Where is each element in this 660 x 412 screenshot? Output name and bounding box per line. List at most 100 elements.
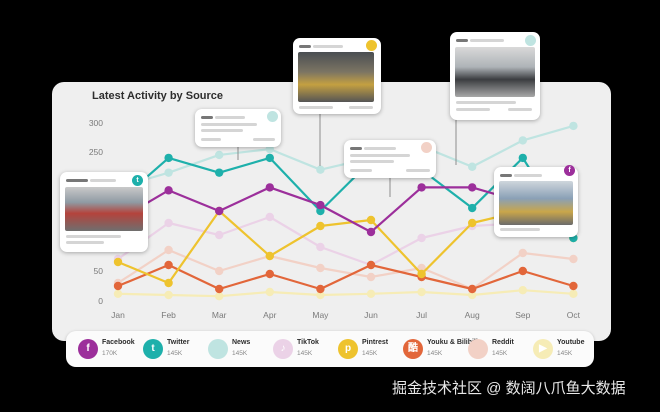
facebook-icon: f (564, 165, 575, 176)
series-youku-bilibili (113, 260, 578, 294)
data-point[interactable] (215, 292, 224, 301)
legend-count: 145K (492, 350, 508, 357)
data-point[interactable] (164, 153, 173, 163)
data-point[interactable] (417, 183, 426, 192)
data-point[interactable] (265, 144, 274, 154)
data-point[interactable] (468, 203, 477, 213)
y-tick-label: 50 (94, 266, 104, 276)
tooltip-card-apr[interactable] (195, 109, 281, 147)
data-point[interactable] (215, 150, 224, 160)
series-line (117, 263, 574, 291)
factory-photo (65, 187, 143, 231)
data-point[interactable] (518, 266, 527, 276)
tooltip-card-may[interactable] (293, 38, 381, 114)
data-point[interactable] (113, 257, 123, 267)
data-point[interactable] (366, 260, 376, 270)
x-tick-label: Mar (212, 310, 227, 320)
data-point[interactable] (569, 281, 578, 291)
data-point[interactable] (113, 289, 123, 298)
data-point[interactable] (215, 230, 224, 240)
tooltip-card-aug[interactable] (450, 32, 540, 120)
tooltip-card-sep[interactable]: f (494, 165, 578, 237)
data-point[interactable] (215, 206, 224, 216)
data-point[interactable] (316, 221, 325, 231)
data-point[interactable] (468, 284, 477, 294)
legend-label: TikTok (297, 339, 319, 346)
legend-count: 145K (232, 350, 248, 357)
legend-label: Facebook (102, 339, 135, 346)
series-reddit (113, 245, 578, 294)
data-point[interactable] (164, 168, 173, 177)
data-point[interactable] (417, 269, 426, 279)
data-point[interactable] (417, 263, 426, 273)
y-tick-label: 0 (98, 296, 103, 306)
data-point[interactable] (164, 290, 173, 300)
data-point[interactable] (316, 284, 325, 294)
x-tick-label: Apr (263, 310, 276, 320)
x-tick-label: Feb (161, 310, 176, 320)
data-point[interactable] (468, 290, 477, 300)
legend-count: 145K (362, 350, 378, 357)
y-tick-label: 300 (89, 118, 103, 128)
data-point[interactable] (265, 251, 274, 261)
data-point[interactable] (417, 233, 426, 243)
data-point[interactable] (569, 254, 578, 264)
data-point[interactable] (366, 227, 376, 237)
data-point[interactable] (468, 183, 477, 192)
data-point[interactable] (518, 136, 527, 145)
data-point[interactable] (215, 266, 224, 276)
news-icon (208, 339, 228, 359)
data-point[interactable] (215, 284, 224, 294)
news-icon (267, 111, 278, 122)
legend-count: 145K (557, 350, 573, 357)
data-point[interactable] (215, 168, 224, 177)
data-point[interactable] (164, 218, 173, 228)
x-tick-label: Aug (465, 310, 480, 320)
legend-label: Twitter (167, 339, 190, 346)
legend-label: Reddit (492, 339, 514, 346)
legend-label: Youtube (557, 339, 585, 346)
tooltip-card-jan[interactable]: t (60, 172, 148, 252)
data-point[interactable] (164, 186, 173, 195)
series-youtube (113, 286, 578, 301)
data-point[interactable] (518, 286, 527, 295)
data-point[interactable] (316, 263, 325, 273)
data-point[interactable] (316, 242, 325, 252)
data-point[interactable] (518, 248, 527, 258)
data-point[interactable] (366, 215, 376, 225)
data-point[interactable] (316, 200, 325, 210)
x-tick-label: Jul (416, 310, 427, 320)
data-point[interactable] (518, 153, 527, 163)
data-point[interactable] (265, 287, 274, 297)
factory-photo (298, 52, 374, 102)
data-point[interactable] (265, 183, 274, 192)
reddit-icon (468, 339, 488, 359)
data-point[interactable] (316, 290, 325, 300)
data-point[interactable] (265, 153, 274, 163)
data-point[interactable] (569, 289, 578, 298)
twitter-icon: t (143, 339, 163, 359)
legend-count: 145K (427, 350, 443, 357)
data-point[interactable] (468, 218, 477, 228)
data-point[interactable] (265, 212, 274, 222)
data-point[interactable] (417, 287, 426, 297)
x-tick-label: Oct (567, 310, 581, 320)
data-point[interactable] (113, 281, 123, 291)
series-line (117, 289, 574, 298)
data-point[interactable] (265, 269, 274, 279)
data-point[interactable] (569, 121, 578, 131)
data-point[interactable] (164, 260, 173, 270)
x-tick-label: Sep (515, 310, 530, 320)
data-point[interactable] (316, 165, 325, 174)
legend-label: Pintrest (362, 339, 389, 346)
data-point[interactable] (164, 278, 173, 288)
facebook-icon: f (78, 339, 98, 359)
data-point[interactable] (468, 162, 477, 171)
data-point[interactable] (366, 272, 376, 282)
data-point[interactable] (316, 206, 325, 216)
tooltip-card-jun[interactable] (344, 140, 436, 178)
data-point[interactable] (366, 289, 376, 298)
data-point[interactable] (164, 245, 173, 255)
twitter-icon: t (132, 175, 143, 186)
legend-count: 145K (297, 350, 313, 357)
